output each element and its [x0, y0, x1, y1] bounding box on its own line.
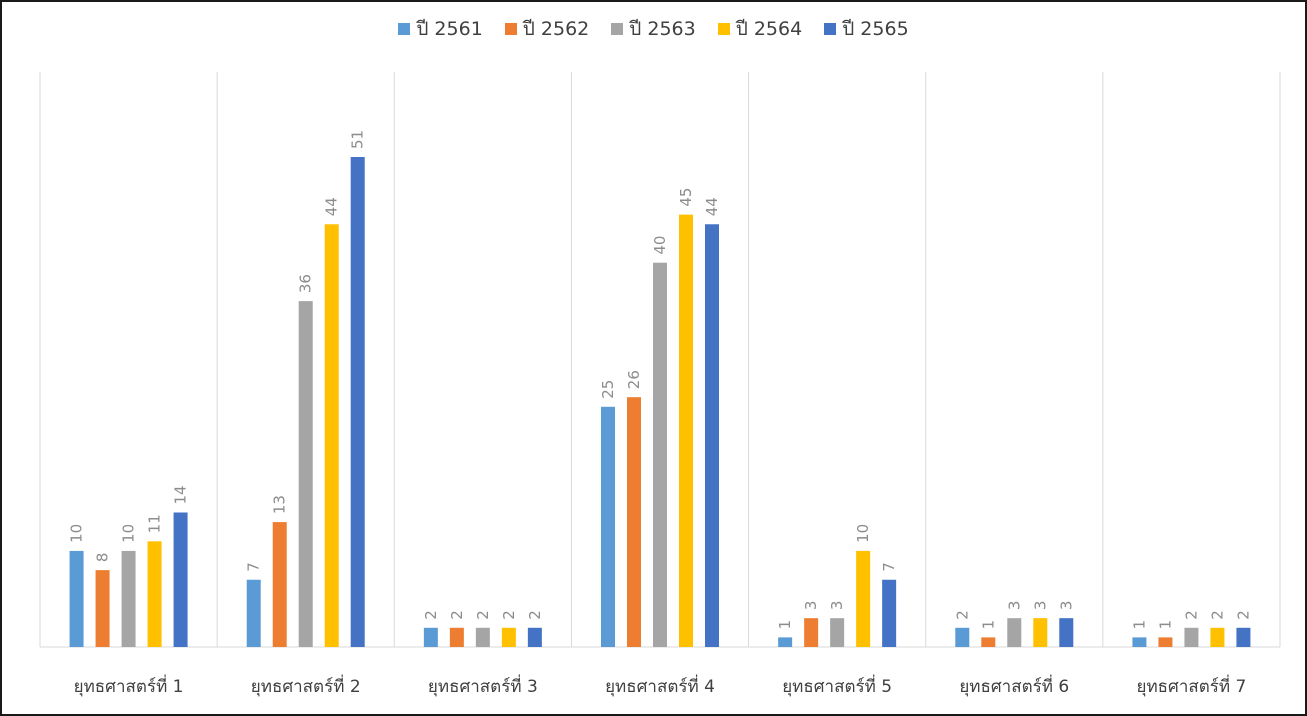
category-label: ยุทธศาสตร์ที่ 4 [605, 674, 715, 697]
category-label: ยุทธศาสตร์ที่ 5 [782, 674, 892, 697]
legend-item-2561: ปี 2561 [398, 14, 483, 44]
data-label: 8 [94, 553, 112, 563]
data-label: 45 [677, 188, 695, 207]
bar [501, 627, 516, 647]
data-label: 2 [953, 610, 971, 620]
bar [173, 512, 188, 647]
bar [627, 397, 641, 647]
legend-swatch-2561 [398, 23, 411, 35]
bar [601, 406, 615, 647]
bar [882, 579, 897, 647]
data-label: 1 [1156, 620, 1174, 630]
bar [955, 627, 970, 647]
category-label: ยุทธศาสตร์ที่ 6 [959, 674, 1069, 697]
bar [350, 157, 365, 647]
legend-swatch-2564 [717, 23, 730, 35]
legend-swatch-2563 [611, 23, 624, 35]
bar [475, 627, 490, 647]
bar [147, 541, 162, 647]
bar [1059, 618, 1074, 647]
data-label: 3 [1031, 601, 1049, 611]
data-label: 44 [703, 197, 721, 216]
bar [423, 627, 438, 647]
data-label: 25 [599, 380, 617, 399]
bar [69, 550, 84, 647]
data-label: 51 [349, 130, 367, 149]
category-label: ยุทธศาสตร์ที่ 3 [428, 674, 538, 697]
data-label: 13 [271, 495, 289, 514]
legend-item-2562: ปี 2562 [504, 14, 590, 44]
bar [856, 550, 871, 647]
bar [653, 262, 667, 647]
data-label: 10 [68, 524, 86, 543]
data-label: 3 [1005, 601, 1023, 611]
data-label: 36 [297, 274, 315, 293]
bar [981, 637, 996, 647]
bar [1007, 618, 1022, 647]
data-label: 11 [146, 514, 164, 533]
legend-swatch-2565 [824, 23, 837, 35]
bar [1236, 627, 1251, 647]
bar [527, 627, 542, 647]
legend-item-2564: ปี 2564 [717, 14, 803, 44]
data-label: 2 [1208, 610, 1226, 620]
data-label: 7 [880, 562, 898, 572]
data-label: 2 [1182, 610, 1200, 620]
bar [298, 301, 313, 647]
legend-swatch-2562 [504, 23, 517, 35]
legend-item-2565: ปี 2565 [824, 14, 909, 44]
legend-label-2563: ปี 2563 [629, 18, 696, 40]
data-label: 7 [245, 562, 263, 572]
data-label: 1 [776, 620, 794, 630]
legend: ปี 2561 ปี 2562 ปี 2563 ปี 2564 ปี 2565 [2, 14, 1305, 44]
legend-label-2564: ปี 2564 [735, 18, 803, 40]
data-label: 40 [651, 236, 669, 255]
bar [705, 224, 719, 648]
legend-label-2561: ปี 2561 [416, 18, 483, 40]
data-label: 14 [172, 485, 190, 504]
bar [1210, 627, 1225, 647]
data-label: 2 [1234, 610, 1252, 620]
bar [1158, 637, 1173, 647]
data-label: 26 [625, 370, 643, 389]
data-label: 2 [474, 610, 492, 620]
bar [778, 637, 793, 647]
category-label: ยุทธศาสตร์ที่ 2 [251, 674, 361, 697]
bar [830, 618, 845, 647]
legend-label-2565: ปี 2565 [842, 18, 909, 40]
bar [1033, 618, 1048, 647]
bar [95, 570, 110, 647]
data-label: 3 [1057, 601, 1075, 611]
bar [1132, 637, 1147, 647]
data-label: 2 [422, 610, 440, 620]
bar [1184, 627, 1199, 647]
data-label: 44 [323, 197, 341, 216]
data-label: 3 [802, 601, 820, 611]
data-label: 10 [854, 524, 872, 543]
data-label: 1 [1130, 620, 1148, 630]
data-label: 1 [979, 620, 997, 630]
bar [804, 618, 819, 647]
bar [449, 627, 464, 647]
bar [246, 579, 261, 647]
category-label: ยุทธศาสตร์ที่ 1 [74, 674, 184, 697]
bar [679, 214, 693, 647]
bar [324, 224, 339, 648]
data-label: 10 [120, 524, 138, 543]
data-label: 3 [828, 601, 846, 611]
data-label: 2 [500, 610, 518, 620]
bar [272, 522, 287, 647]
data-label: 2 [448, 610, 466, 620]
data-label: 2 [526, 610, 544, 620]
category-label: ยุทธศาสตร์ที่ 7 [1136, 674, 1246, 697]
legend-label-2562: ปี 2562 [522, 18, 590, 40]
legend-item-2563: ปี 2563 [611, 14, 696, 44]
bar [121, 550, 136, 647]
